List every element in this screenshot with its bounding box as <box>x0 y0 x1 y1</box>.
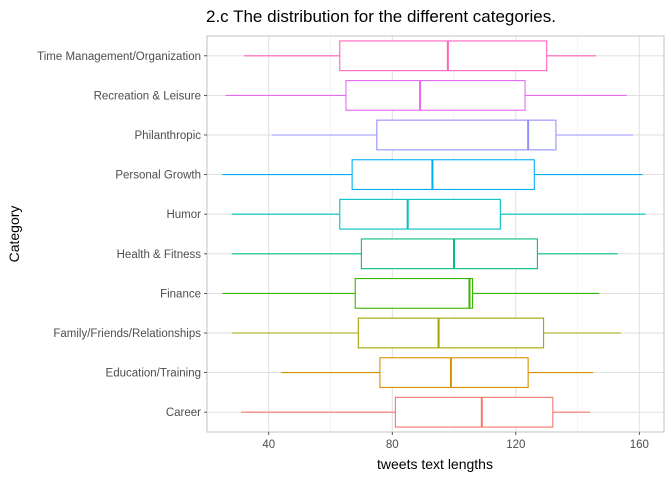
box-philanthropic <box>271 119 634 151</box>
y-tick-label: Philanthropic <box>135 130 202 142</box>
box-family-friends-relationships <box>231 317 621 349</box>
box-personal-growth <box>222 159 643 191</box>
y-tick-label: Recreation & Leisure <box>94 90 201 102</box>
box-education-training <box>281 357 593 389</box>
x-tick-label: 120 <box>506 439 525 451</box>
y-axis-title: Category <box>6 206 22 263</box>
box-iqr <box>345 80 526 111</box>
box-career <box>240 396 590 428</box>
box-finance <box>222 277 600 309</box>
x-tick-label: 160 <box>630 439 649 451</box>
x-axis-tick-labels: 40 80 120 160 <box>262 432 649 451</box>
x-tick-label: 80 <box>386 439 399 451</box>
box-recreation-leisure <box>225 80 627 111</box>
x-tick-label: 40 <box>262 439 275 451</box>
y-tick-label: Time Management/Organization <box>37 51 201 63</box>
y-tick-label: Finance <box>160 288 201 300</box>
y-axis-tick-labels: Career Education/Training Family/Friends/R… <box>37 51 207 419</box>
box-humor <box>231 198 646 230</box>
box-iqr <box>394 396 554 428</box>
box-health-fitness <box>231 238 618 270</box>
box-iqr <box>379 357 529 389</box>
box-iqr <box>376 119 557 151</box>
y-tick-label: Career <box>166 407 201 419</box>
box-iqr <box>351 159 535 191</box>
box-iqr <box>339 40 548 72</box>
box-iqr <box>360 238 538 270</box>
box-series <box>222 40 646 428</box>
y-tick-label: Humor <box>166 209 201 221</box>
plot-panel-border <box>206 35 665 433</box>
y-tick-label: Family/Friends/Relationships <box>53 328 201 340</box>
box-iqr <box>354 277 474 309</box>
x-axis-title: tweets text lengths <box>377 456 493 472</box>
box-iqr <box>357 317 545 349</box>
box-iqr <box>339 198 501 230</box>
box-time-management-organization <box>244 40 597 72</box>
y-tick-label: Health & Fitness <box>117 249 202 261</box>
y-tick-label: Education/Training <box>106 368 201 380</box>
chart-title: 2.c The distribution for the different c… <box>206 7 556 26</box>
y-tick-label: Personal Growth <box>115 170 201 182</box>
